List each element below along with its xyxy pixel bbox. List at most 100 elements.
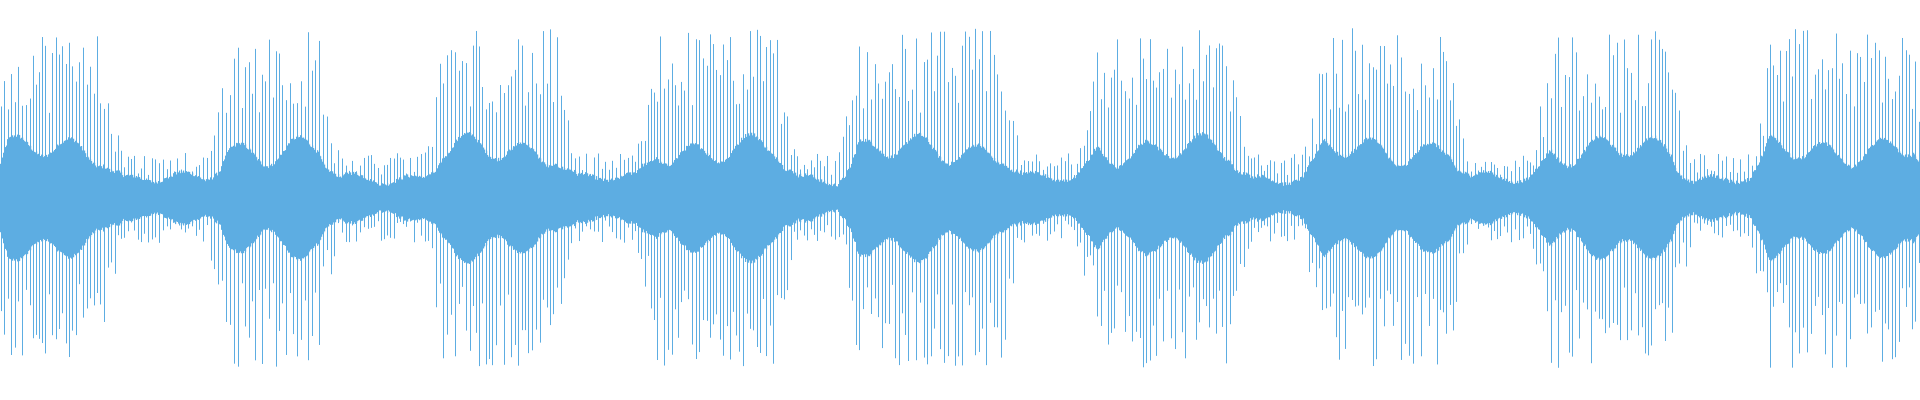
waveform-core-column xyxy=(1684,178,1686,218)
waveform-core-column xyxy=(834,183,836,213)
waveform-core-column xyxy=(1034,173,1036,223)
waveform-core-column xyxy=(1810,150,1812,246)
waveform-core-column xyxy=(1513,183,1515,213)
waveform-core-column xyxy=(14,135,16,261)
waveform-core-column xyxy=(427,175,429,221)
waveform-core-column xyxy=(592,174,594,222)
waveform-spike xyxy=(1429,97,1430,326)
waveform-core-column xyxy=(1003,163,1005,233)
waveform-spike xyxy=(414,171,415,243)
waveform-core-column xyxy=(783,169,785,227)
waveform-core-column xyxy=(580,173,582,223)
waveform-core-column xyxy=(283,151,285,245)
waveform-core-column xyxy=(842,177,844,219)
waveform-core-column xyxy=(1176,158,1178,238)
waveform-core-column xyxy=(1637,147,1639,249)
waveform-spike xyxy=(360,165,361,233)
waveform-core-column xyxy=(415,175,417,221)
waveform-spike xyxy=(349,170,350,243)
waveform-core-column xyxy=(1290,184,1292,212)
waveform-core-column xyxy=(708,156,710,240)
waveform-spike xyxy=(982,31,983,329)
waveform-core-column xyxy=(768,150,770,246)
waveform-spike xyxy=(144,156,145,234)
waveform-spike xyxy=(1815,74,1816,306)
waveform-core-column xyxy=(444,157,446,239)
waveform-spike xyxy=(1146,79,1147,364)
waveform-spike xyxy=(1203,81,1204,300)
waveform-core-column xyxy=(1824,142,1826,254)
waveform-core-column xyxy=(1250,177,1252,219)
waveform-core-column xyxy=(1823,142,1825,254)
waveform-core-column xyxy=(55,148,57,248)
waveform-core-column xyxy=(93,162,95,234)
waveform-core-column xyxy=(1717,175,1719,221)
waveform-core-column xyxy=(405,175,407,221)
waveform-spike xyxy=(859,46,860,351)
waveform-core-column xyxy=(380,185,382,211)
waveform-core-column xyxy=(563,169,565,227)
waveform-spike xyxy=(1744,171,1745,234)
waveform-core-column xyxy=(578,173,580,223)
waveform-spike xyxy=(1770,44,1771,368)
waveform-core-column xyxy=(64,140,66,256)
waveform-core-column xyxy=(1584,149,1586,247)
waveform-spike xyxy=(1230,111,1231,325)
waveform-core-column xyxy=(512,149,514,247)
waveform-spike xyxy=(969,36,970,306)
waveform-spike xyxy=(889,72,890,324)
waveform-core-column xyxy=(1805,157,1807,239)
waveform-spike xyxy=(1219,43,1220,291)
waveform-spike xyxy=(1686,145,1687,267)
waveform-spike xyxy=(76,81,77,336)
waveform-core-column xyxy=(667,165,669,231)
waveform-core-column xyxy=(1900,152,1902,244)
waveform-spike xyxy=(282,85,283,304)
waveform-spike xyxy=(575,158,576,229)
waveform-spike xyxy=(1277,173,1278,223)
waveform-core-column xyxy=(796,175,798,221)
waveform-core-column xyxy=(113,171,115,225)
waveform-core-column xyxy=(627,172,629,224)
waveform-spike xyxy=(1555,53,1556,301)
waveform-core-column xyxy=(284,150,286,246)
waveform-spike xyxy=(141,168,142,243)
waveform-core-column xyxy=(642,163,644,233)
waveform-spike xyxy=(199,165,200,230)
waveform-spike xyxy=(723,44,724,356)
waveform-core-column xyxy=(1398,165,1400,231)
waveform-core-column xyxy=(1172,157,1174,239)
waveform-core-column xyxy=(510,150,512,246)
waveform-core-column xyxy=(137,177,139,219)
waveform-core-column xyxy=(1678,173,1680,223)
waveform-spike xyxy=(1437,99,1438,365)
waveform-core-column xyxy=(670,165,672,231)
waveform-core-column xyxy=(686,145,688,251)
waveform-core-column xyxy=(1025,172,1027,224)
waveform-core-column xyxy=(1234,169,1236,227)
waveform-core-column xyxy=(1703,178,1705,218)
waveform-spike xyxy=(1339,107,1340,360)
waveform-spike xyxy=(645,140,646,287)
waveform-core-column xyxy=(1160,148,1162,248)
waveform-spike xyxy=(49,112,50,295)
waveform-core-column xyxy=(1225,160,1227,236)
waveform-core-column xyxy=(910,138,912,258)
waveform-core-column xyxy=(845,176,847,220)
waveform-core-column xyxy=(1537,168,1539,228)
waveform-core-column xyxy=(1893,145,1895,251)
waveform-core-column xyxy=(673,162,675,234)
waveform-core-column xyxy=(84,150,86,246)
waveform-core-column xyxy=(260,161,262,235)
waveform-core-column xyxy=(507,151,509,245)
waveform-core-column xyxy=(195,175,197,221)
waveform-core-column xyxy=(1174,158,1176,238)
waveform-core-column xyxy=(714,161,716,235)
waveform-core-column xyxy=(278,158,280,238)
waveform-core-column xyxy=(1489,172,1491,224)
waveform-core-column xyxy=(1903,155,1905,241)
waveform-core-column xyxy=(862,141,864,255)
waveform-spike xyxy=(459,70,460,304)
waveform-core-column xyxy=(337,176,339,220)
waveform-spike xyxy=(609,169,610,227)
